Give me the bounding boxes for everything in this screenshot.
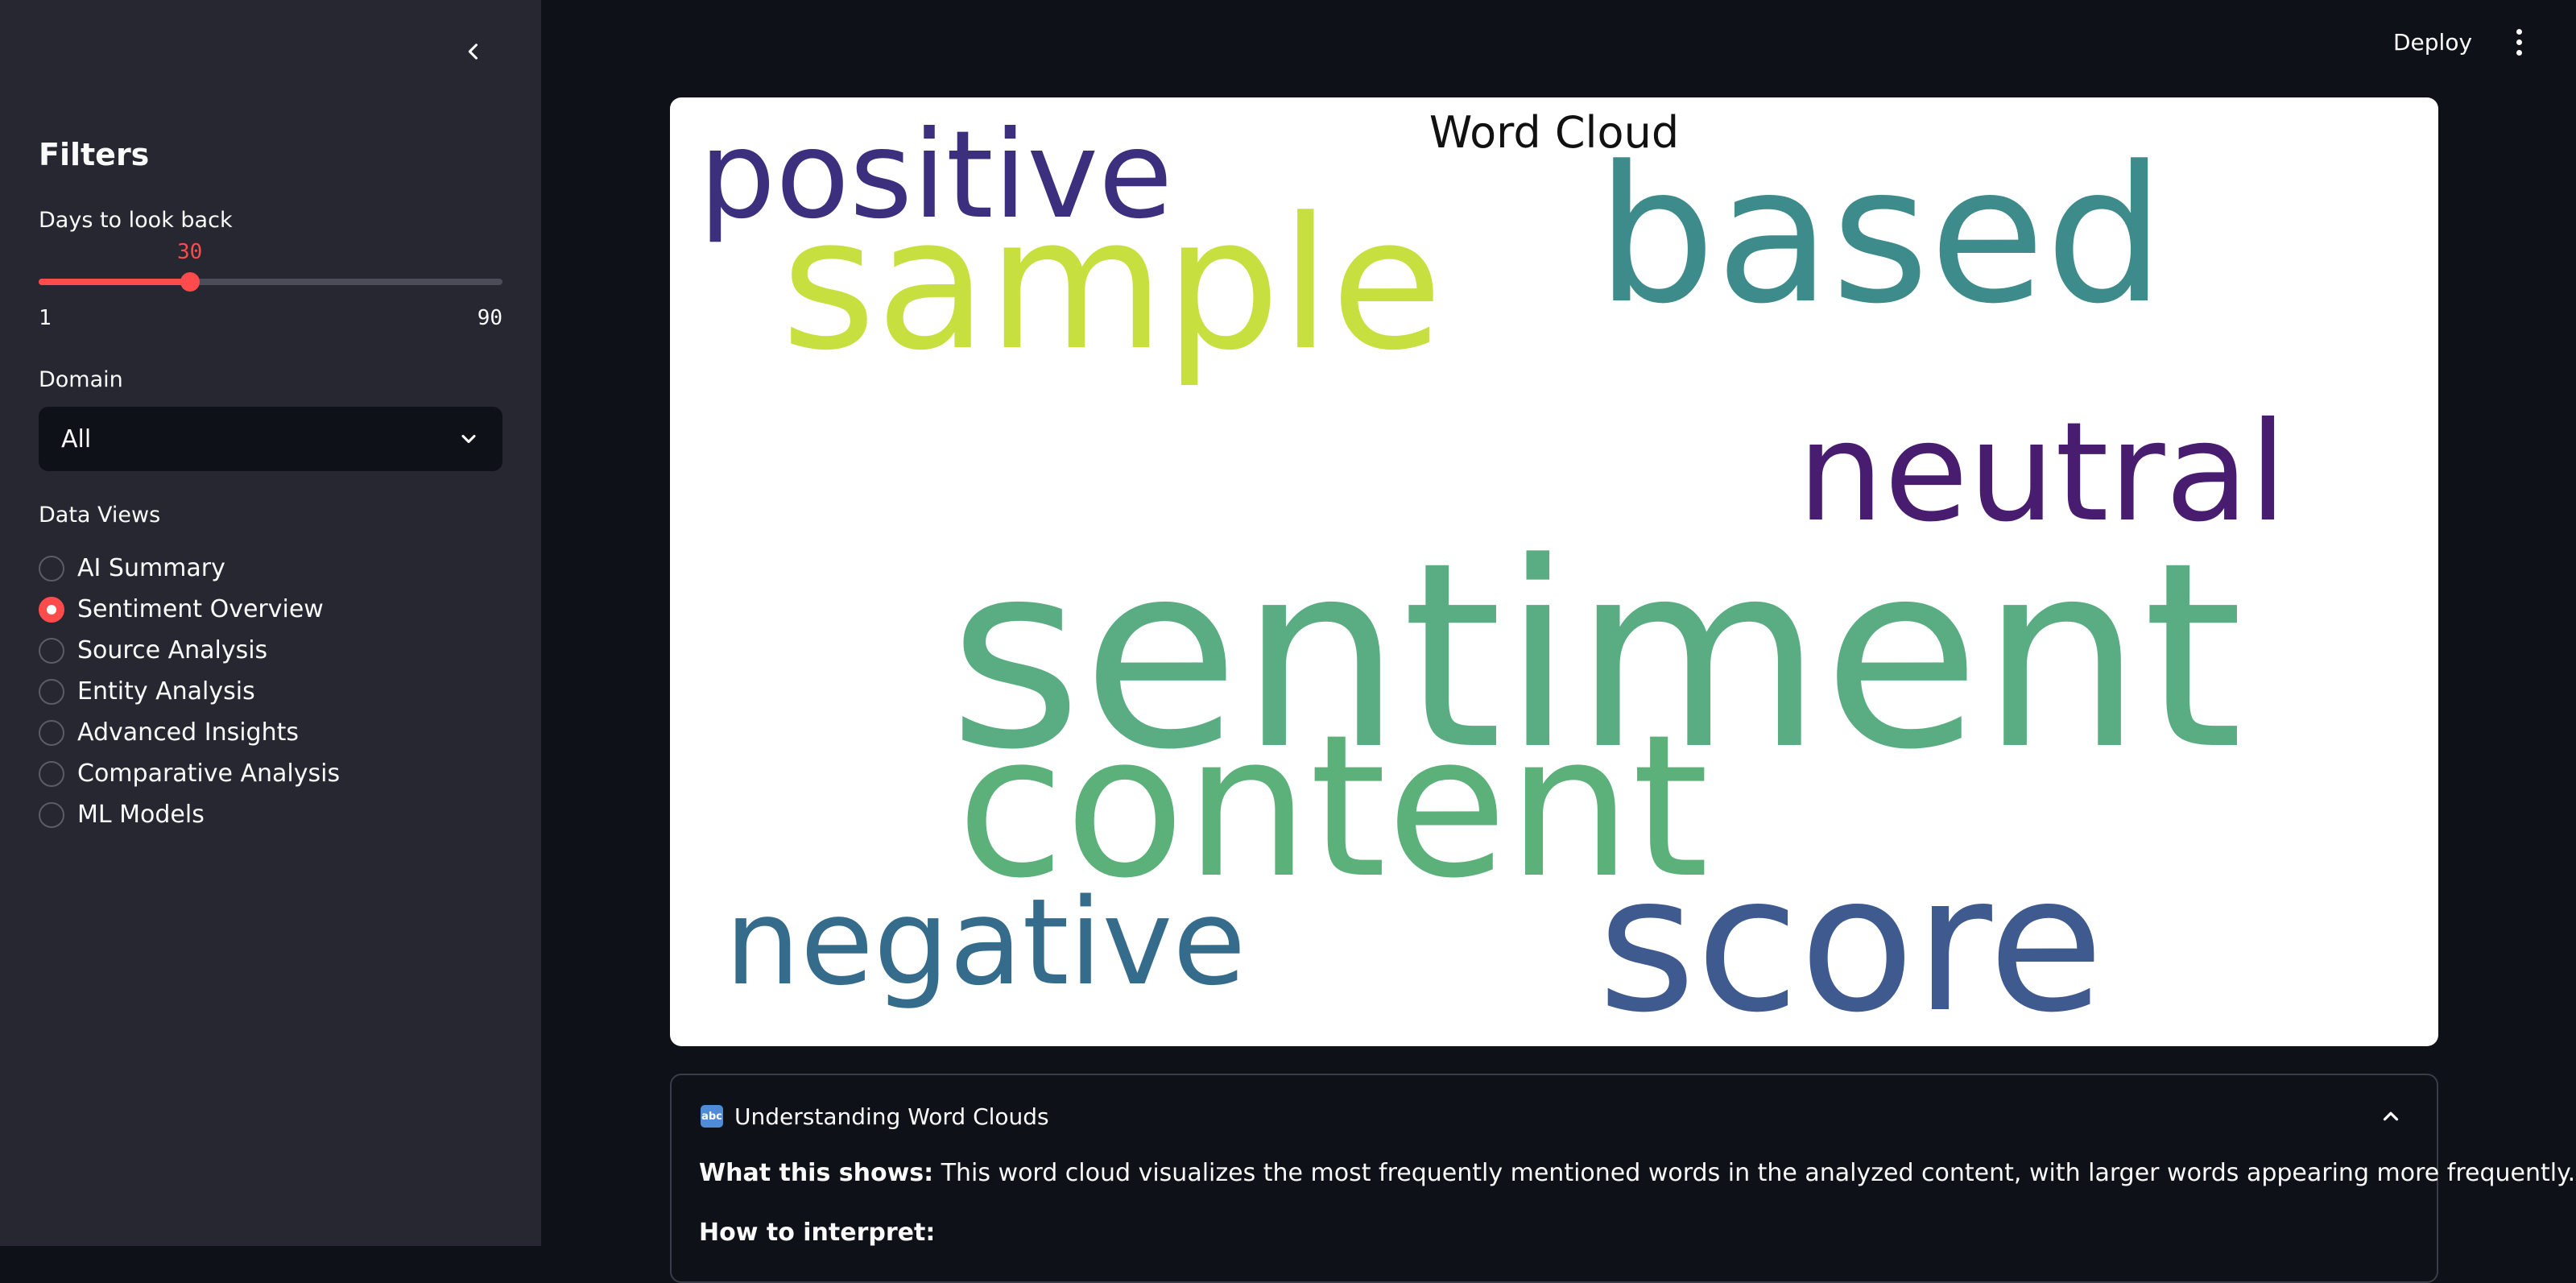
data-view-option[interactable]: AI Summary [39,548,340,589]
radio-button[interactable] [39,637,64,664]
days-slider-min: 1 [39,306,52,330]
radio-button[interactable] [39,555,64,581]
word-cloud-word-positive: positive [699,106,1172,246]
data-views-radio-group: AI Summary Sentiment Overview Source Analy… [39,548,340,835]
radio-button[interactable] [39,801,64,828]
deploy-button[interactable]: Deploy [2393,28,2473,56]
filters-title: Filters [39,137,150,172]
abc-icon: abc [701,1105,723,1128]
days-slider-thumb[interactable] [180,272,200,292]
radio-button[interactable] [39,596,64,623]
word-cloud-word-score: score [1598,835,2104,1046]
data-view-option-label: ML Models [77,801,205,829]
main-menu-button[interactable] [2501,24,2537,60]
data-view-option[interactable]: Comparative Analysis [39,753,340,794]
word-cloud-word-negative: negative [725,873,1246,1012]
days-slider-label: Days to look back [39,208,233,233]
word-cloud-word-neutral: neutral [1797,393,2287,553]
data-view-option-label: Comparative Analysis [77,759,341,788]
data-view-option-label: Advanced Insights [77,718,299,747]
chevron-left-icon [468,43,478,60]
sidebar: Filters Days to look back 30 1 90 Domain… [0,0,541,1246]
collapse-sidebar-button[interactable] [451,29,496,74]
chevron-up-icon [2383,1111,2399,1121]
word-cloud-title: Word Cloud [1429,107,1679,158]
days-slider-fill [39,279,190,285]
radio-button[interactable] [39,678,64,705]
expander-description: What this shows: This word cloud visuali… [699,1159,2575,1187]
domain-select-value: All [61,424,92,453]
word-cloud-image: Word Cloud positive sample based neutral sen… [670,97,2438,1046]
days-slider[interactable] [39,272,502,292]
data-view-option[interactable]: Source Analysis [39,630,340,671]
expander-header[interactable]: abc Understanding Word Clouds [701,1096,2408,1136]
data-view-option[interactable]: Entity Analysis [39,671,340,712]
days-slider-value: 30 [177,240,203,264]
data-view-option-label: Entity Analysis [77,677,255,706]
expander-title: Understanding Word Clouds [734,1103,1049,1130]
data-view-option[interactable]: ML Models [39,794,340,835]
more-vertical-icon [2516,28,2522,35]
radio-button[interactable] [39,760,64,787]
chevron-down-icon [461,434,476,444]
domain-label: Domain [39,367,123,392]
understanding-word-clouds-expander: abc Understanding Word Clouds What this … [670,1074,2575,1283]
radio-button[interactable] [39,719,64,746]
what-text: This word cloud visualizes the most freq… [933,1159,2576,1187]
word-cloud-word-sentiment: sentiment [949,507,2243,805]
domain-select[interactable]: All [39,407,502,471]
word-cloud-word-content: content [957,693,1709,921]
word-cloud-word-sample: sample [781,179,1443,391]
data-view-option-label: AI Summary [77,554,225,582]
days-slider-max: 90 [477,306,502,330]
data-view-option-label: Sentiment Overview [77,595,324,623]
how-to-interpret-label: How to interpret: [699,1219,936,1247]
data-view-option-label: Source Analysis [77,636,268,664]
data-view-option[interactable]: Sentiment Overview [39,589,340,630]
data-view-option[interactable]: Advanced Insights [39,712,340,753]
word-cloud-word-based: based [1596,126,2165,346]
data-views-label: Data Views [39,503,161,528]
what-label: What this shows: [699,1159,934,1187]
